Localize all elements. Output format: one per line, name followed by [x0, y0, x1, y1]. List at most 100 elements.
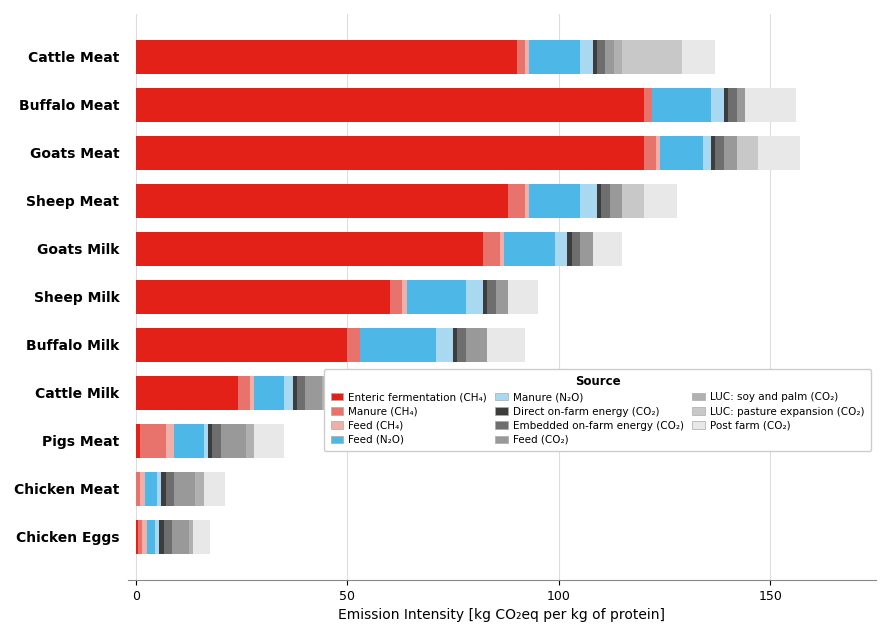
- Bar: [711, 135, 716, 170]
- Bar: [593, 39, 597, 74]
- Bar: [347, 328, 360, 362]
- Bar: [728, 88, 737, 122]
- Bar: [204, 471, 225, 506]
- Bar: [402, 280, 407, 314]
- Bar: [745, 88, 796, 122]
- Bar: [193, 520, 210, 554]
- Bar: [172, 520, 189, 554]
- Bar: [138, 520, 142, 554]
- Bar: [597, 39, 605, 74]
- Bar: [605, 39, 614, 74]
- Bar: [147, 520, 155, 554]
- Bar: [136, 280, 390, 314]
- Bar: [643, 135, 656, 170]
- Bar: [571, 232, 580, 266]
- Bar: [757, 135, 800, 170]
- Bar: [482, 280, 487, 314]
- Bar: [136, 184, 508, 218]
- Bar: [296, 376, 305, 410]
- Bar: [305, 376, 322, 410]
- Bar: [204, 424, 208, 458]
- Bar: [496, 280, 508, 314]
- Bar: [716, 135, 724, 170]
- Bar: [360, 328, 436, 362]
- Bar: [737, 88, 745, 122]
- Bar: [508, 184, 525, 218]
- Bar: [136, 39, 517, 74]
- Bar: [482, 232, 500, 266]
- Bar: [284, 376, 293, 410]
- Bar: [407, 280, 465, 314]
- Bar: [530, 184, 580, 218]
- Bar: [161, 471, 166, 506]
- Bar: [390, 280, 402, 314]
- Bar: [195, 471, 204, 506]
- Bar: [164, 520, 172, 554]
- Bar: [136, 328, 347, 362]
- Bar: [141, 424, 166, 458]
- Bar: [554, 232, 568, 266]
- Bar: [141, 471, 144, 506]
- Bar: [602, 184, 610, 218]
- Bar: [136, 424, 141, 458]
- Bar: [525, 184, 530, 218]
- Bar: [622, 39, 682, 74]
- Bar: [136, 88, 643, 122]
- Bar: [614, 39, 622, 74]
- Bar: [465, 328, 487, 362]
- Bar: [580, 232, 593, 266]
- Bar: [212, 424, 221, 458]
- Bar: [330, 376, 352, 410]
- Bar: [255, 424, 284, 458]
- Bar: [711, 88, 724, 122]
- Bar: [136, 232, 482, 266]
- Bar: [166, 471, 174, 506]
- Bar: [652, 88, 711, 122]
- Bar: [142, 520, 147, 554]
- Bar: [322, 376, 327, 410]
- Bar: [737, 135, 757, 170]
- Bar: [246, 424, 255, 458]
- Bar: [457, 328, 465, 362]
- Bar: [530, 39, 580, 74]
- Bar: [568, 232, 571, 266]
- Bar: [660, 135, 703, 170]
- Bar: [487, 280, 496, 314]
- Bar: [508, 280, 538, 314]
- Bar: [580, 39, 593, 74]
- Bar: [593, 232, 622, 266]
- Bar: [136, 135, 643, 170]
- Bar: [174, 471, 195, 506]
- Bar: [703, 135, 711, 170]
- Bar: [159, 520, 164, 554]
- X-axis label: Emission Intensity [kg CO₂eq per kg of protein]: Emission Intensity [kg CO₂eq per kg of p…: [338, 608, 666, 622]
- Bar: [517, 39, 525, 74]
- Bar: [724, 135, 737, 170]
- Bar: [724, 88, 728, 122]
- Bar: [622, 184, 643, 218]
- Bar: [136, 376, 238, 410]
- Bar: [580, 184, 597, 218]
- Bar: [158, 471, 161, 506]
- Bar: [453, 328, 457, 362]
- Bar: [221, 424, 246, 458]
- Bar: [189, 520, 193, 554]
- Bar: [255, 376, 284, 410]
- Bar: [136, 471, 141, 506]
- Bar: [597, 184, 602, 218]
- Bar: [500, 232, 504, 266]
- Bar: [136, 520, 138, 554]
- Bar: [610, 184, 622, 218]
- Bar: [643, 184, 677, 218]
- Bar: [436, 328, 453, 362]
- Bar: [293, 376, 296, 410]
- Bar: [682, 39, 716, 74]
- Bar: [656, 135, 660, 170]
- Bar: [487, 328, 525, 362]
- Bar: [208, 424, 212, 458]
- Bar: [166, 424, 174, 458]
- Bar: [174, 424, 204, 458]
- Bar: [250, 376, 255, 410]
- Bar: [504, 232, 554, 266]
- Bar: [465, 280, 482, 314]
